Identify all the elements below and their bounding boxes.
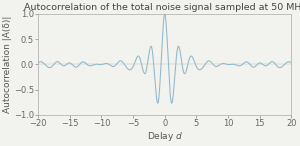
Title: Autocorrelation of the total noise signal sampled at 50 MHz: Autocorrelation of the total noise signa… bbox=[23, 4, 300, 12]
Y-axis label: Autocorrelation |A(δ)|: Autocorrelation |A(δ)| bbox=[4, 16, 13, 113]
X-axis label: Delay $d$: Delay $d$ bbox=[146, 130, 183, 142]
